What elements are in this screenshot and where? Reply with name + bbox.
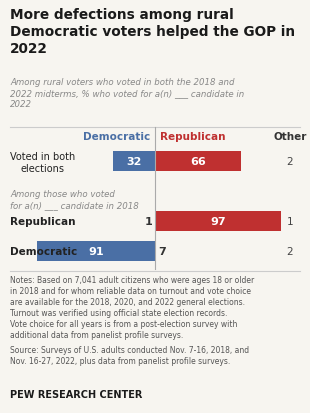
Text: Republican: Republican	[160, 132, 225, 142]
Text: 2: 2	[287, 247, 293, 256]
Bar	[113, 152, 155, 171]
Bar	[37, 242, 155, 261]
Text: Voted in both
elections: Voted in both elections	[10, 152, 75, 174]
Text: 32: 32	[126, 157, 142, 166]
Text: Among rural voters who voted in both the 2018 and
2022 midterms, % who voted for: Among rural voters who voted in both the…	[10, 78, 244, 109]
Text: Democratic: Democratic	[83, 132, 150, 142]
Text: 7: 7	[158, 247, 166, 256]
Text: PEW RESEARCH CENTER: PEW RESEARCH CENTER	[10, 389, 142, 399]
Text: 66: 66	[190, 157, 206, 166]
Text: Democratic: Democratic	[10, 247, 77, 256]
Text: 1: 1	[144, 216, 152, 226]
Text: 97: 97	[210, 216, 226, 226]
Bar	[155, 152, 241, 171]
Text: Other: Other	[273, 132, 307, 142]
Text: 2: 2	[287, 157, 293, 166]
Text: Republican: Republican	[10, 216, 76, 226]
Text: Among those who voted
for a(n) ___ candidate in 2018: Among those who voted for a(n) ___ candi…	[10, 190, 139, 209]
Text: Notes: Based on 7,041 adult citizens who were ages 18 or older
in 2018 and for w: Notes: Based on 7,041 adult citizens who…	[10, 275, 254, 339]
Text: Source: Surveys of U.S. adults conducted Nov. 7-16, 2018, and
Nov. 16-27, 2022, : Source: Surveys of U.S. adults conducted…	[10, 345, 249, 365]
Text: More defections among rural
Democratic voters helped the GOP in
2022: More defections among rural Democratic v…	[10, 8, 295, 55]
Text: 91: 91	[88, 247, 104, 256]
Text: 1: 1	[287, 216, 293, 226]
Bar	[155, 211, 281, 231]
